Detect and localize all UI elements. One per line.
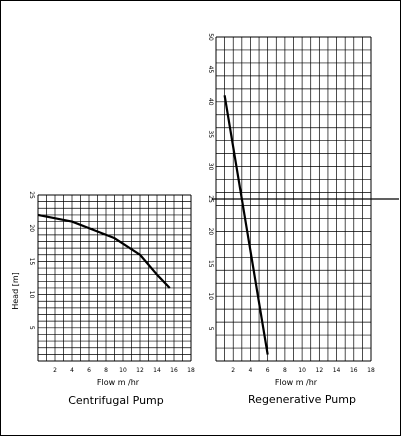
centrifugal-tick-labels: 2 4 6 8 10 12 14 16 18 5 10 15 20 25: [28, 191, 195, 374]
centrifugal-y-tick-label: 25: [28, 191, 35, 199]
regenerative-x-tick-label: 10: [298, 367, 306, 374]
regenerative-x-tick-label: 8: [283, 367, 287, 374]
centrifugal-x-tick-label: 14: [153, 367, 161, 374]
centrifugal-x-tick-label: 8: [104, 367, 108, 374]
centrifugal-xlabel: Flow m /hr: [97, 378, 140, 387]
regenerative-x-tick-label: 12: [316, 367, 324, 374]
centrifugal-x-tick-label: 16: [170, 367, 178, 374]
regenerative-y-tick-label: 30: [207, 163, 214, 171]
centrifugal-x-tick-label: 6: [87, 367, 91, 374]
centrifugal-x-tick-label: 2: [53, 367, 57, 374]
regenerative-y-tick-label: 25: [207, 195, 214, 203]
regenerative-y-tick-label: 10: [207, 292, 214, 300]
centrifugal-y-tick-label: 20: [28, 224, 35, 232]
regenerative-x-tick-label: 14: [333, 367, 341, 374]
centrifugal-x-tick-label: 12: [136, 367, 144, 374]
centrifugal-y-tick-label: 5: [28, 326, 35, 330]
centrifugal-grid: [37, 194, 192, 362]
regenerative-y-tick-label: 50: [207, 33, 214, 41]
regenerative-y-tick-label: 40: [207, 98, 214, 106]
regenerative-y-tick-label: 35: [207, 130, 214, 138]
regenerative-xlabel: Flow m /hr: [275, 378, 318, 387]
regenerative-grid: [212, 36, 399, 362]
regenerative-y-tick-label: 15: [207, 260, 214, 268]
centrifugal-x-tick-label: 10: [119, 367, 127, 374]
centrifugal-curve: [37, 213, 171, 289]
regenerative-y-tick-label: 20: [207, 228, 214, 236]
regenerative-x-tick-label: 16: [350, 367, 358, 374]
centrifugal-y-tick-label: 10: [28, 291, 35, 299]
centrifugal-x-tick-label: 4: [70, 367, 74, 374]
regenerative-curve-group: [223, 95, 269, 355]
regenerative-y-tick-label: 45: [207, 66, 214, 74]
centrifugal-y-tick-label: 15: [28, 258, 35, 266]
centrifugal-ylabel: Head [m]: [11, 272, 20, 310]
regenerative-title: Regenerative Pump: [248, 393, 356, 406]
centrifugal-title: Centrifugal Pump: [68, 394, 164, 407]
regenerative-x-tick-label: 2: [231, 367, 235, 374]
centrifugal-x-tick-label: 18: [187, 367, 195, 374]
regenerative-x-tick-label: 4: [249, 367, 253, 374]
regenerative-x-tick-label: 18: [367, 367, 375, 374]
regenerative-tick-labels: 2 4 6 8 10 12 14 16 18 5 10 15 20 25 30 35 40 45 50: [207, 33, 375, 374]
centrifugal-curve-group: [37, 213, 171, 289]
regenerative-y-tick-label: 5: [207, 327, 214, 331]
regenerative-curve: [223, 95, 269, 355]
regenerative-x-tick-label: 6: [266, 367, 270, 374]
